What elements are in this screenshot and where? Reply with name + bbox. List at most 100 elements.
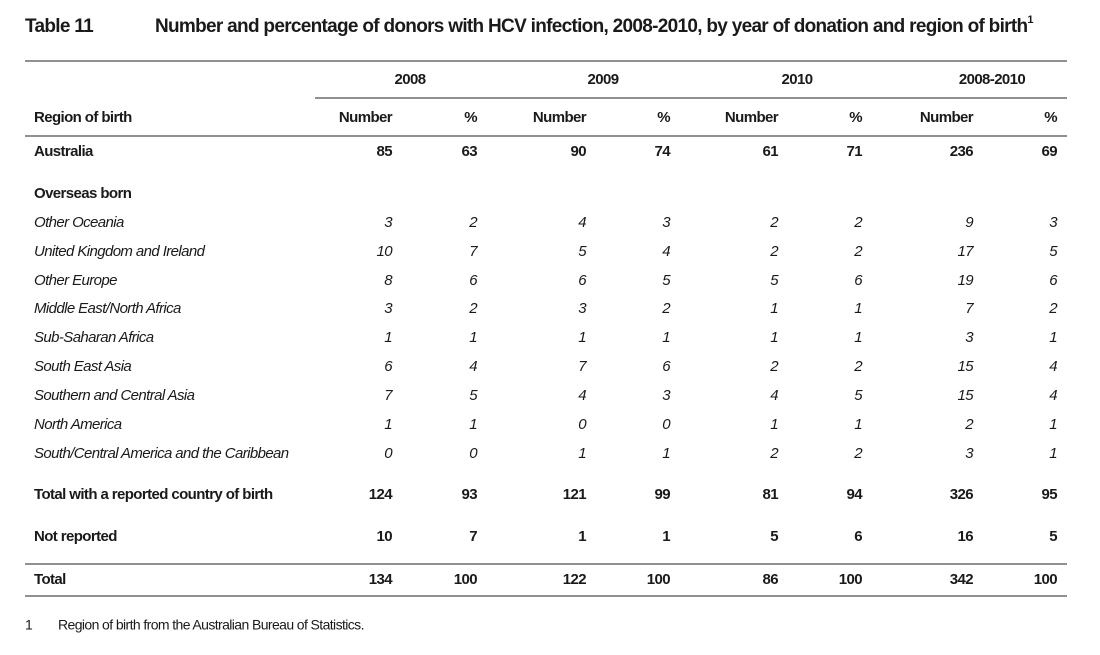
footnote-text: Region of birth from the Australian Bure… — [58, 617, 364, 633]
cell: 2 — [468, 300, 478, 317]
title-text: Number and percentage of donors with HCV… — [155, 16, 1027, 37]
cell: 63 — [462, 143, 478, 160]
cell: 3 — [384, 214, 393, 231]
cell: 5 — [854, 387, 863, 404]
cell: 2 — [769, 445, 779, 462]
row-label: Total with a reported country of birth — [34, 486, 273, 503]
cell: 4 — [578, 214, 586, 231]
row-label: Middle East/North Africa — [34, 300, 181, 317]
cell: 1 — [384, 329, 392, 346]
cell: 4 — [770, 387, 778, 404]
cell: 19 — [958, 272, 975, 289]
cell: 1 — [469, 329, 477, 346]
row-label: North America — [34, 416, 122, 433]
cell: 3 — [965, 329, 974, 346]
cell: 1 — [854, 329, 862, 346]
cell: 2 — [769, 214, 779, 231]
cell: 94 — [847, 486, 864, 503]
cell: 6 — [854, 272, 863, 289]
cell: 3 — [965, 445, 974, 462]
row-label: Other Europe — [34, 272, 117, 289]
cell: 100 — [647, 571, 670, 588]
cell: 4 — [1049, 387, 1057, 404]
column-header: % — [657, 109, 670, 126]
row-label: South East Asia — [34, 358, 131, 375]
cell: 61 — [763, 143, 779, 160]
cell: 6 — [578, 272, 587, 289]
cell: 7 — [469, 528, 477, 545]
cell: 7 — [965, 300, 974, 317]
cell: 2 — [853, 214, 863, 231]
cell: 3 — [662, 214, 671, 231]
cell: 95 — [1042, 486, 1058, 503]
cell: 9 — [965, 214, 974, 231]
cell: 5 — [1049, 243, 1058, 260]
cell: 342 — [950, 571, 973, 588]
cell: 1 — [770, 416, 778, 433]
cell: 100 — [454, 571, 477, 588]
row-label: Overseas born — [34, 185, 132, 202]
cell: 4 — [578, 387, 586, 404]
cell: 7 — [469, 243, 478, 260]
cell: 15 — [958, 358, 975, 375]
cell: 5 — [770, 528, 778, 545]
cell: 1 — [469, 416, 477, 433]
group-header: 2008-2010 — [959, 71, 1026, 88]
cell: 6 — [854, 528, 862, 545]
cell: 0 — [384, 445, 393, 462]
group-header: 2008 — [395, 71, 426, 88]
cell: 1 — [578, 445, 586, 462]
cell: 326 — [950, 486, 973, 503]
cell: 5 — [662, 272, 671, 289]
cell: 1 — [770, 329, 778, 346]
cell: 1 — [662, 528, 670, 545]
cell: 90 — [571, 143, 587, 160]
column-header: Number — [533, 109, 587, 126]
cell: 2 — [1048, 300, 1058, 317]
cell: 86 — [763, 571, 779, 588]
cell: 74 — [655, 143, 672, 160]
cell: 2 — [468, 214, 478, 231]
row-label: Southern and Central Asia — [34, 387, 195, 404]
cell: 6 — [662, 358, 671, 375]
cell: 8 — [384, 272, 393, 289]
cell: 2 — [853, 243, 863, 260]
cell: 236 — [950, 143, 973, 160]
column-header: % — [1044, 109, 1057, 126]
stub-header: Region of birth — [34, 109, 132, 126]
cell: 3 — [578, 300, 587, 317]
cell: 1 — [854, 300, 862, 317]
row-label: Australia — [34, 143, 94, 160]
cell: 99 — [655, 486, 671, 503]
cell: 17 — [958, 243, 975, 260]
cell: 1 — [578, 329, 586, 346]
column-header: Number — [339, 109, 393, 126]
cell: 3 — [1049, 214, 1058, 231]
cell: 2 — [964, 416, 974, 433]
cell: 69 — [1042, 143, 1058, 160]
cell: 124 — [369, 486, 393, 503]
cell: 7 — [384, 387, 393, 404]
cell: 1 — [662, 329, 670, 346]
cell: 1 — [770, 300, 778, 317]
cell: 2 — [769, 358, 779, 375]
cell: 0 — [469, 445, 478, 462]
cell: 4 — [1049, 358, 1057, 375]
cell: 1 — [854, 416, 862, 433]
cell: 71 — [847, 143, 863, 160]
cell: 0 — [578, 416, 587, 433]
cell: 5 — [1049, 528, 1057, 545]
cell: 6 — [469, 272, 478, 289]
column-header: Number — [725, 109, 779, 126]
row-label: Other Oceania — [34, 214, 124, 231]
table-title: Number and percentage of donors with HCV… — [155, 14, 1033, 37]
cell: 2 — [661, 300, 671, 317]
cell: 2 — [769, 243, 779, 260]
cell: 16 — [958, 528, 974, 545]
column-header: Number — [920, 109, 974, 126]
cell: 1 — [662, 445, 670, 462]
cell: 5 — [469, 387, 478, 404]
cell: 1 — [1049, 329, 1057, 346]
cell: 4 — [662, 243, 670, 260]
